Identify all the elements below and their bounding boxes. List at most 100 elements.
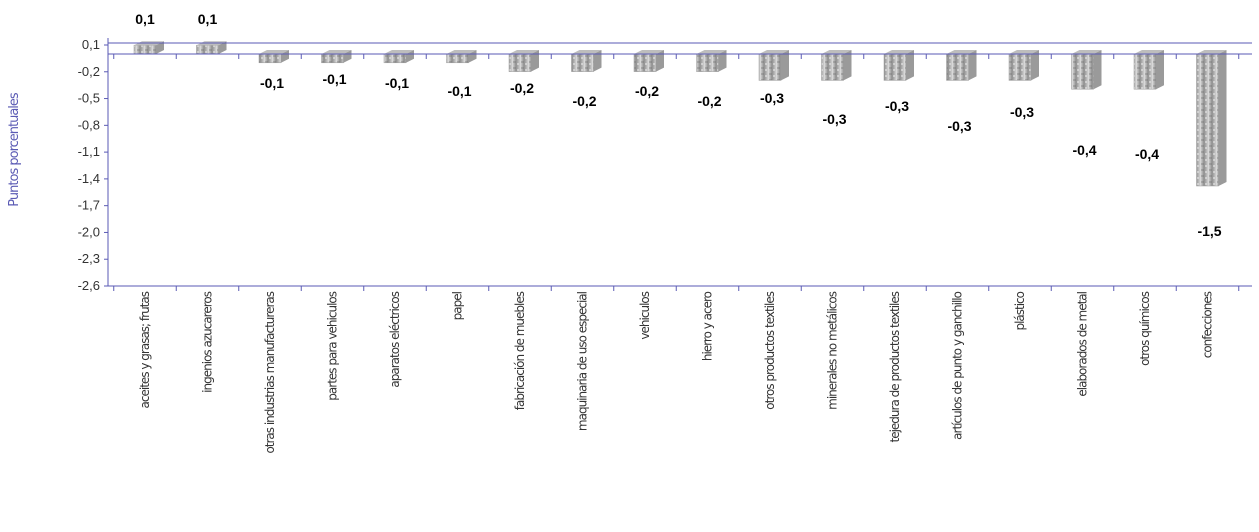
bar-top-face: [571, 50, 602, 54]
bar: [633, 50, 664, 72]
bar-side-face: [531, 50, 539, 72]
y-tick-label: -0,8: [78, 117, 100, 132]
data-label: -0,2: [510, 80, 534, 96]
category-label: otras industrias manufactureras: [263, 291, 277, 453]
data-label: -0,3: [1010, 104, 1034, 120]
bar-side-face: [156, 41, 164, 54]
category-label: otros químicos: [1138, 291, 1152, 366]
bar-side-face: [656, 50, 664, 72]
category-label: maquinaria de uso especial: [576, 291, 590, 431]
data-label: -0,3: [760, 90, 784, 106]
bar-top-face: [821, 50, 852, 54]
bar-front: [633, 53, 657, 72]
category-label: otros productos textiles: [763, 291, 777, 409]
data-label: -0,4: [1072, 142, 1096, 158]
y-tick-label: -1,4: [78, 171, 100, 186]
category-label: elaborados de metal: [1076, 291, 1090, 396]
bar-front: [1133, 53, 1157, 90]
bar: [696, 50, 727, 72]
category-label: tejedura de productos textiles: [888, 291, 902, 442]
data-label: -0,2: [635, 83, 659, 99]
data-label: -0,3: [947, 118, 971, 134]
bar-front: [758, 53, 782, 81]
bar-top-face: [1009, 50, 1039, 54]
bar-front: [946, 53, 969, 81]
y-tick-label: -1,7: [78, 198, 100, 213]
bar-front: [508, 53, 532, 72]
bar-top-face: [1134, 50, 1164, 54]
data-labels: 0,1 0,1 -0,1 -0,1 -0,1 -0,1 -0,2 -0,2 -0,2 -0,2 -0…: [135, 11, 1222, 239]
bar: [1196, 50, 1227, 187]
bar: [1071, 50, 1102, 90]
bar: [758, 50, 789, 81]
bar: [571, 50, 602, 72]
data-label: -0,3: [885, 98, 909, 114]
bar: [946, 50, 977, 81]
data-label: 0,1: [198, 11, 218, 27]
bar-front: [883, 53, 907, 81]
bar-top-face: [696, 50, 727, 54]
bar-side-face: [1218, 50, 1227, 186]
bar-top-face: [946, 50, 977, 54]
bar-top-face: [259, 50, 289, 54]
data-label: 0,1: [135, 11, 155, 27]
bar-front: [258, 53, 282, 64]
bar-front: [196, 44, 219, 55]
bar-side-face: [718, 50, 727, 72]
category-label: aparatos eléctricos: [388, 291, 402, 387]
data-label: -0,2: [572, 93, 596, 109]
bar-side-face: [406, 50, 414, 63]
y-axis-title-group: Puntos porcentuales: [7, 92, 22, 207]
y-tick-label: -2,6: [78, 278, 100, 293]
bar-front: [571, 53, 594, 72]
data-label: -1,5: [1197, 223, 1221, 239]
bar-side-face: [781, 50, 789, 81]
bar-top-face: [1071, 50, 1102, 54]
category-label: minerales no metálicos: [826, 291, 840, 410]
bar: [821, 50, 852, 81]
bar-front: [696, 53, 719, 72]
bar-side-face: [218, 41, 227, 54]
bar-side-face: [593, 50, 602, 72]
bar-side-face: [906, 50, 914, 81]
bar-front: [821, 53, 844, 81]
bar: [446, 50, 477, 64]
bar: [1133, 50, 1164, 90]
y-axis-ticks: 0,1 -0,2 -0,5 -0,8 -1,1 -1,4 -1,7 -2,0 -2,3 -2,6: [78, 37, 1240, 293]
category-label: fabricación de muebles: [513, 291, 527, 410]
y-tick-label: -2,3: [78, 251, 100, 266]
bar-front: [446, 53, 469, 64]
bar-front: [133, 44, 157, 55]
bar: [321, 50, 352, 64]
bar-top-face: [446, 50, 477, 54]
bar-front: [1008, 53, 1032, 81]
category-label: hierro y acero: [701, 291, 715, 361]
category-label: vehiculos: [638, 291, 652, 339]
y-tick-label: -2,0: [78, 224, 100, 239]
category-label: artículos de punto y ganchillo: [951, 291, 965, 439]
bar-top-face: [384, 50, 414, 54]
bar-side-face: [1093, 50, 1102, 90]
bar-side-face: [1156, 50, 1164, 90]
bar: [383, 50, 414, 64]
bar-top-face: [509, 50, 539, 54]
data-label: -0,4: [1135, 146, 1159, 162]
data-label: -0,2: [697, 93, 721, 109]
data-label: -0,1: [322, 71, 346, 87]
y-axis-title: Puntos porcentuales: [7, 92, 22, 207]
bar-front: [1196, 53, 1219, 187]
bar-top-face: [884, 50, 914, 54]
bar-top-face: [321, 50, 352, 54]
data-label: -0,1: [385, 75, 409, 91]
y-tick-label: -0,5: [78, 91, 100, 106]
bars: [133, 41, 1227, 187]
bar-front: [383, 53, 407, 64]
y-tick-label: -0,2: [78, 64, 100, 79]
bar-front: [1071, 53, 1094, 90]
bar-top-face: [634, 50, 664, 54]
data-label: -0,1: [260, 75, 284, 91]
data-label: -0,1: [447, 83, 471, 99]
bar-side-face: [968, 50, 977, 81]
category-label: papel: [451, 291, 465, 320]
